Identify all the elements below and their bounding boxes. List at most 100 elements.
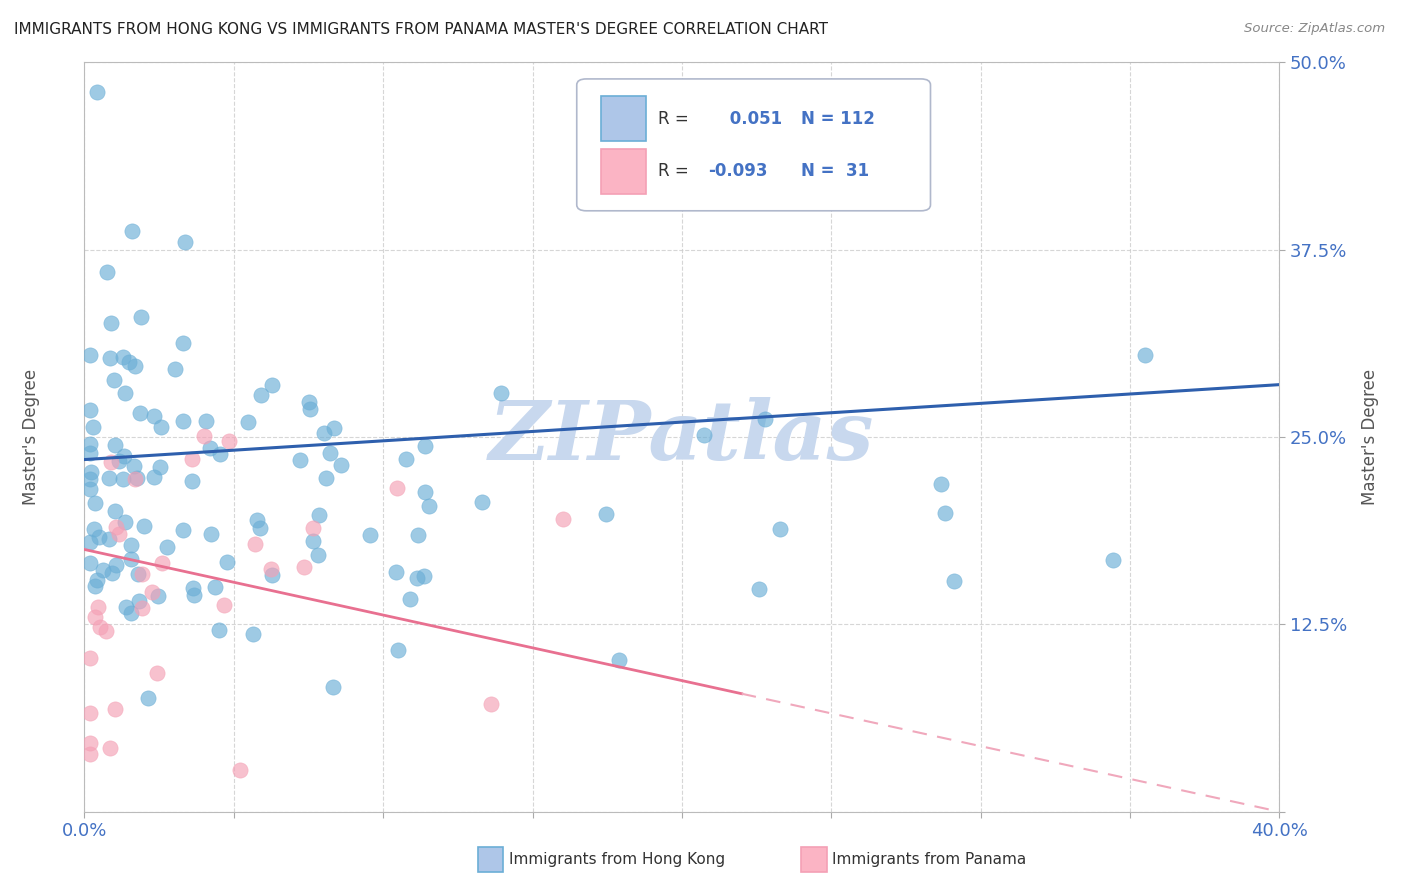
Point bbox=[79, 706, 101, 721]
Point bbox=[149, 460, 172, 475]
Point bbox=[415, 485, 437, 500]
Point bbox=[298, 401, 321, 416]
Point bbox=[121, 224, 143, 238]
Point bbox=[412, 569, 434, 583]
Point bbox=[246, 513, 269, 527]
Point bbox=[82, 420, 104, 434]
Text: Immigrants from Panama: Immigrants from Panama bbox=[832, 853, 1026, 867]
Point bbox=[942, 574, 965, 589]
Point bbox=[405, 571, 427, 585]
Point bbox=[183, 588, 205, 602]
Point bbox=[79, 437, 101, 451]
Point bbox=[387, 643, 409, 657]
Point bbox=[329, 458, 352, 473]
Point bbox=[385, 481, 408, 495]
Text: N =  31: N = 31 bbox=[801, 162, 869, 180]
Point bbox=[127, 471, 149, 485]
Point bbox=[249, 388, 271, 402]
Point bbox=[754, 412, 776, 426]
Point bbox=[114, 449, 136, 463]
Point bbox=[83, 522, 105, 536]
Point bbox=[124, 472, 146, 486]
Point bbox=[79, 472, 101, 486]
Point bbox=[79, 747, 101, 761]
Point bbox=[308, 508, 330, 522]
Point bbox=[141, 585, 163, 599]
Text: -0.093: -0.093 bbox=[709, 162, 768, 180]
Point bbox=[103, 374, 125, 388]
Point bbox=[198, 441, 221, 455]
Point bbox=[395, 452, 418, 467]
Point bbox=[218, 434, 240, 449]
Point bbox=[80, 465, 103, 479]
Point bbox=[105, 558, 128, 572]
Point bbox=[111, 472, 134, 486]
Point bbox=[100, 316, 122, 330]
Point bbox=[79, 535, 101, 549]
Point bbox=[217, 555, 239, 569]
Point bbox=[322, 680, 344, 694]
Point bbox=[174, 235, 197, 250]
Point bbox=[413, 439, 436, 453]
Point bbox=[89, 620, 111, 634]
Point bbox=[193, 429, 215, 443]
Point bbox=[152, 557, 174, 571]
Point bbox=[142, 409, 165, 423]
Point bbox=[104, 504, 127, 518]
Point bbox=[595, 507, 617, 521]
Text: Master's Degree: Master's Degree bbox=[21, 369, 39, 505]
Point bbox=[312, 425, 335, 440]
Point bbox=[406, 528, 429, 542]
Point bbox=[98, 532, 121, 546]
Point bbox=[134, 519, 156, 533]
Point bbox=[315, 471, 337, 485]
Point bbox=[194, 414, 217, 428]
Point bbox=[418, 499, 440, 513]
Point bbox=[553, 512, 575, 526]
Point bbox=[242, 626, 264, 640]
Point bbox=[131, 600, 153, 615]
Point bbox=[108, 454, 131, 468]
Point bbox=[104, 702, 127, 716]
Text: ZIPatlas: ZIPatlas bbox=[489, 397, 875, 477]
FancyBboxPatch shape bbox=[576, 78, 931, 211]
Point bbox=[181, 581, 204, 595]
Point bbox=[96, 265, 118, 279]
Point bbox=[146, 589, 169, 603]
Point bbox=[108, 527, 131, 541]
Point bbox=[297, 395, 319, 409]
Point bbox=[934, 507, 956, 521]
Point bbox=[260, 377, 283, 392]
Point bbox=[128, 594, 150, 608]
Point bbox=[399, 592, 422, 607]
Point bbox=[607, 652, 630, 666]
Point bbox=[104, 520, 127, 534]
Point bbox=[91, 563, 114, 577]
Point bbox=[79, 650, 101, 665]
Text: 0.051: 0.051 bbox=[724, 110, 782, 128]
Point bbox=[292, 560, 315, 574]
Point bbox=[127, 567, 149, 582]
Point bbox=[200, 526, 222, 541]
Point bbox=[98, 351, 121, 365]
Point bbox=[323, 421, 346, 435]
Point bbox=[84, 496, 107, 510]
Point bbox=[79, 445, 101, 459]
Point bbox=[204, 580, 226, 594]
Point bbox=[172, 414, 194, 428]
Point bbox=[319, 446, 342, 460]
Text: R =: R = bbox=[658, 110, 695, 128]
Point bbox=[79, 482, 101, 496]
Point bbox=[769, 522, 792, 536]
Point bbox=[307, 548, 329, 562]
Point bbox=[120, 538, 142, 552]
Point bbox=[181, 451, 204, 466]
Point bbox=[150, 420, 173, 434]
Bar bbox=[600, 149, 647, 194]
Point bbox=[98, 741, 121, 756]
Point bbox=[181, 474, 204, 488]
Point bbox=[79, 348, 101, 362]
Point bbox=[1133, 348, 1156, 362]
Point bbox=[236, 415, 259, 429]
Point bbox=[87, 530, 110, 544]
